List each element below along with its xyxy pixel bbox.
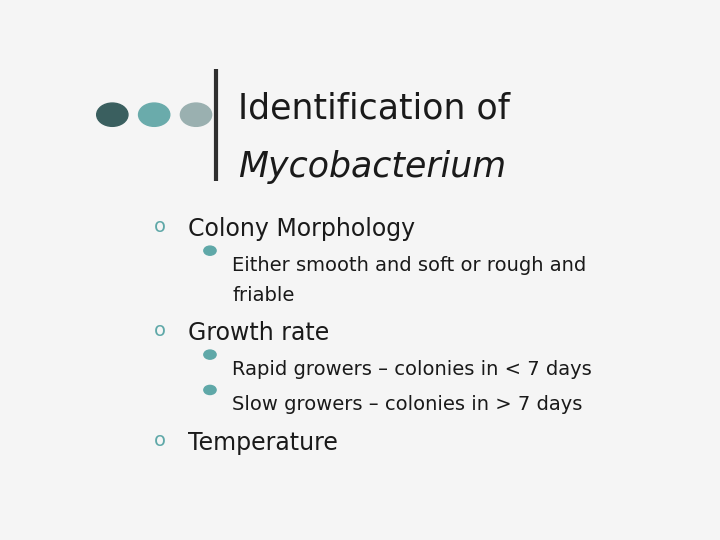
- Text: Colony Morphology: Colony Morphology: [188, 217, 415, 240]
- Circle shape: [181, 103, 212, 126]
- Text: Identification of: Identification of: [238, 92, 510, 126]
- Text: o: o: [154, 217, 166, 235]
- Text: Rapid growers – colonies in < 7 days: Rapid growers – colonies in < 7 days: [233, 360, 592, 379]
- Circle shape: [204, 246, 216, 255]
- Text: Growth rate: Growth rate: [188, 321, 329, 345]
- Circle shape: [96, 103, 128, 126]
- Text: Mycobacterium: Mycobacterium: [238, 150, 506, 184]
- Circle shape: [138, 103, 170, 126]
- Text: friable: friable: [233, 286, 294, 305]
- Circle shape: [204, 386, 216, 395]
- Text: o: o: [154, 321, 166, 340]
- Text: Slow growers – colonies in > 7 days: Slow growers – colonies in > 7 days: [233, 395, 582, 414]
- Circle shape: [204, 350, 216, 359]
- Text: o: o: [154, 431, 166, 450]
- Text: Either smooth and soft or rough and: Either smooth and soft or rough and: [233, 256, 587, 275]
- Text: Temperature: Temperature: [188, 431, 338, 455]
